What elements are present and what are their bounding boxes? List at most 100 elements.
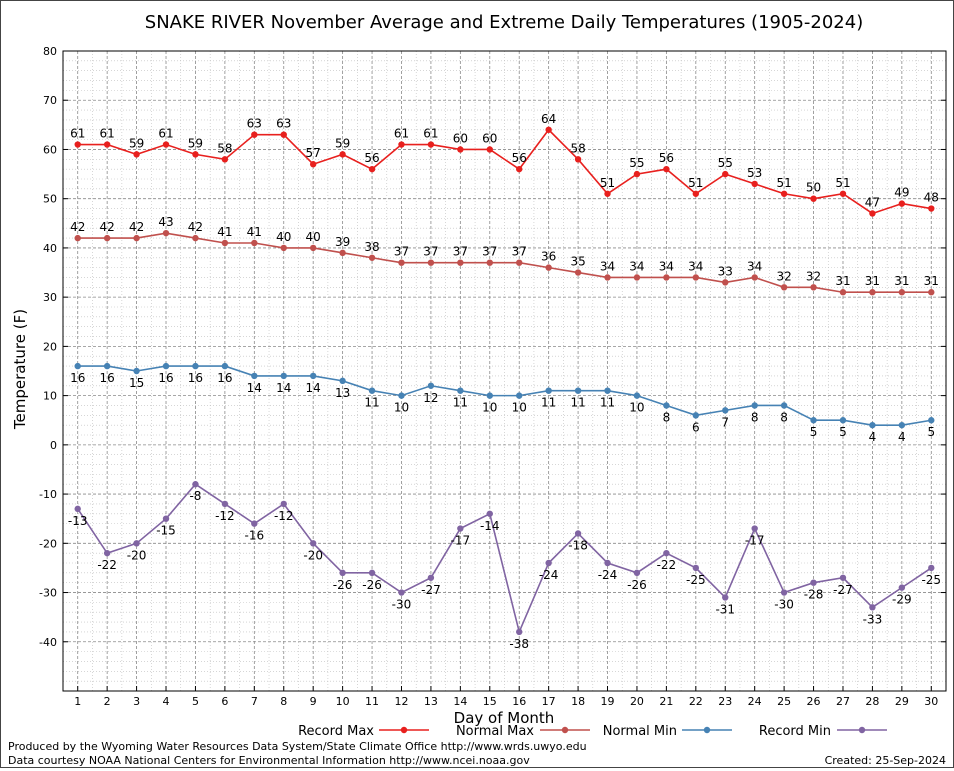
data-label: 6 — [692, 420, 700, 434]
data-label: -22 — [657, 558, 677, 572]
data-label: 42 — [129, 220, 144, 234]
data-label: 8 — [663, 410, 671, 424]
data-point — [692, 190, 700, 197]
data-point — [751, 180, 758, 188]
data-label: 11 — [570, 396, 585, 410]
data-point — [751, 525, 758, 532]
data-label: 38 — [364, 240, 379, 254]
data-point — [545, 387, 552, 394]
data-point — [457, 525, 464, 532]
data-label: -20 — [303, 548, 323, 562]
data-label: -17 — [745, 534, 765, 548]
x-tick-label: 15 — [483, 695, 497, 708]
data-label: 36 — [541, 250, 556, 264]
data-point — [486, 510, 493, 517]
x-tick-label: 7 — [251, 695, 258, 708]
data-point — [280, 372, 287, 380]
series-record-max: 61 61 59 61 59 58 63 63 57 59 56 61 61 60 60 56 64 58 51 55… — [70, 112, 939, 217]
data-point — [486, 392, 493, 399]
x-tick-label: 5 — [192, 695, 199, 708]
data-point — [516, 628, 523, 636]
data-label: 16 — [100, 371, 115, 385]
data-point — [192, 362, 199, 370]
data-point — [74, 234, 81, 242]
data-label: 63 — [276, 117, 291, 131]
data-label: 57 — [306, 146, 321, 160]
data-label: 51 — [835, 176, 850, 190]
x-axis-label: Day of Month — [454, 709, 555, 727]
series-normal-min: 16 16 15 16 16 16 14 14 14 13 11 10 12 11 10 10 11 11 11 10… — [70, 362, 935, 444]
data-point — [780, 190, 788, 197]
data-point — [339, 249, 346, 257]
data-label: 42 — [100, 220, 115, 234]
data-label: -8 — [189, 489, 201, 503]
data-point — [663, 402, 670, 409]
data-point — [309, 540, 317, 547]
data-point — [368, 165, 376, 173]
data-label: 4 — [898, 430, 906, 444]
data-label: -12 — [274, 509, 294, 523]
data-label: 12 — [423, 391, 438, 405]
data-label: 61 — [423, 127, 438, 141]
data-point — [574, 530, 582, 537]
series-line — [77, 232, 932, 294]
data-label: 37 — [512, 245, 527, 259]
data-point — [722, 279, 729, 286]
data-point — [339, 569, 346, 577]
data-point — [162, 362, 170, 370]
data-label: -22 — [97, 558, 117, 572]
data-label: 31 — [865, 274, 880, 288]
data-label: 64 — [541, 112, 556, 126]
data-label: -25 — [921, 573, 941, 587]
legend-item: Normal Max — [456, 724, 590, 739]
x-tick-label: 4 — [163, 695, 170, 708]
data-label: 60 — [453, 131, 468, 145]
data-label: 5 — [810, 425, 818, 439]
data-point — [457, 146, 464, 153]
data-point — [722, 594, 729, 601]
y-tick-label: -20 — [39, 537, 57, 550]
data-label: -25 — [686, 573, 706, 587]
data-point — [427, 574, 435, 581]
data-point — [663, 165, 670, 173]
series-record-min: -13 -22 -20 -15 -8 -12 -16 -12 -20 -26 -26 -30 -27 -1… — [68, 481, 941, 651]
x-tick-label: 1 — [74, 695, 81, 708]
data-label: 41 — [247, 225, 262, 239]
data-point — [221, 239, 229, 247]
data-label: 40 — [306, 230, 321, 244]
data-label: 32 — [806, 269, 821, 283]
data-point — [604, 559, 611, 567]
data-label: -13 — [68, 514, 88, 528]
x-tick-label: 8 — [280, 695, 287, 708]
data-label: 34 — [600, 259, 615, 273]
data-point — [780, 402, 788, 409]
data-point — [633, 274, 641, 281]
x-tick-label: 10 — [336, 695, 350, 708]
x-tick-label: 26 — [807, 695, 821, 708]
data-point — [221, 500, 229, 508]
data-label: -29 — [892, 593, 912, 607]
data-label: 11 — [600, 396, 615, 410]
y-tick-label: -40 — [39, 636, 57, 649]
plot-frame — [62, 50, 947, 692]
data-label: 37 — [482, 245, 497, 259]
legend-marker — [703, 726, 711, 734]
x-tick-label: 19 — [601, 695, 615, 708]
data-point — [74, 505, 81, 513]
data-label: 51 — [776, 176, 791, 190]
data-label: 5 — [839, 425, 847, 439]
data-label: 10 — [394, 401, 409, 415]
data-label: 33 — [718, 264, 733, 278]
x-tick-label: 23 — [718, 695, 732, 708]
footer-produced-by: Produced by the Wyoming Water Resources … — [8, 740, 587, 753]
x-tick-label: 22 — [689, 695, 703, 708]
data-label: 56 — [364, 151, 379, 165]
data-point — [898, 421, 906, 429]
data-label: 37 — [394, 245, 409, 259]
data-point — [486, 146, 493, 153]
x-tick-label: 20 — [630, 695, 644, 708]
data-point — [221, 362, 229, 370]
data-label: 59 — [188, 136, 203, 150]
data-point — [928, 289, 935, 296]
